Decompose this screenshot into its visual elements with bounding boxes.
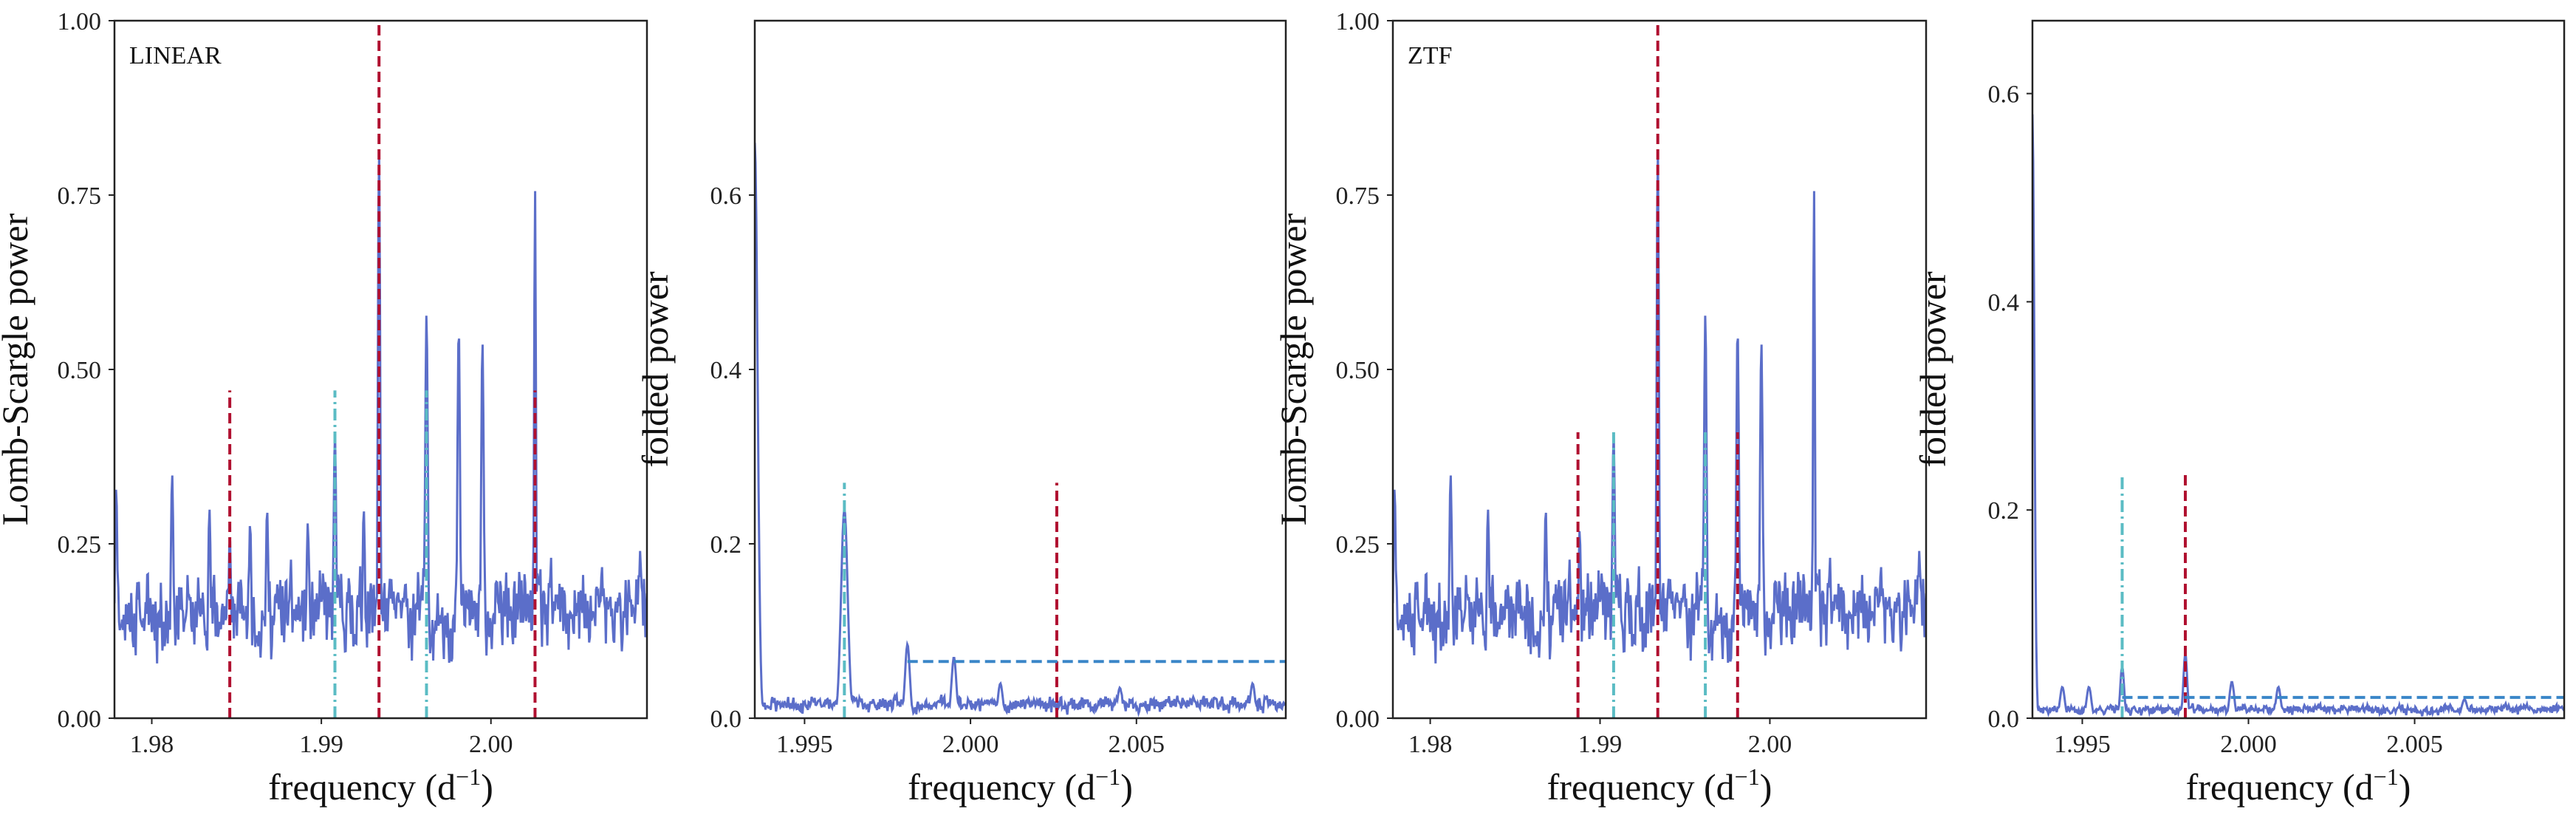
x-tick-label: 2.000 <box>942 731 999 758</box>
x-tick-label: 1.99 <box>299 731 343 758</box>
x-tick-label: 2.005 <box>1109 731 1165 758</box>
x-tick-label: 1.98 <box>130 731 174 758</box>
panel-ztf-folded: 1.995 2.000 2.005 0.0 0.2 0.4 0.6 frequency (d−… <box>1912 19 2566 808</box>
y-tick-label: 0.25 <box>58 531 102 559</box>
panel-survey-label: LINEAR <box>129 42 222 69</box>
power-spectrum-line <box>2032 114 2564 718</box>
x-tick-label: 2.00 <box>1748 731 1792 758</box>
x-axis-label: frequency (d−1) <box>268 763 493 808</box>
y-axis-label: folded power <box>634 271 676 468</box>
x-tick-label: 1.98 <box>1408 731 1453 758</box>
plot-area <box>755 143 1286 718</box>
panel-linear-folded: 1.995 2.000 2.005 0.0 0.2 0.4 0.6 frequency (d−… <box>634 19 1287 808</box>
y-tick-label: 0.4 <box>1988 289 2020 316</box>
x-tick-label: 1.99 <box>1578 731 1623 758</box>
y-tick-label: 0.6 <box>710 183 742 210</box>
y-axis-label: Lomb-Scargle power <box>0 213 35 525</box>
x-tick-label: 1.995 <box>776 731 833 758</box>
y-tick-label: 0.4 <box>710 357 742 384</box>
plot-area <box>114 21 647 718</box>
y-tick-label: 0.50 <box>58 357 102 384</box>
x-axis-label: frequency (d−1) <box>2186 763 2411 808</box>
power-spectrum-line <box>755 143 1286 717</box>
power-spectrum-line <box>1393 152 1926 664</box>
y-tick-label: 0.2 <box>1988 497 2020 525</box>
y-tick-label: 0.6 <box>1988 81 2020 109</box>
panel-survey-label: ZTF <box>1408 42 1452 69</box>
y-tick-label: 0.50 <box>1336 357 1380 384</box>
power-spectrum-line <box>114 152 647 664</box>
y-tick-label: 0.2 <box>710 531 742 559</box>
plot-area <box>1393 21 1926 718</box>
y-tick-label: 1.00 <box>58 8 102 35</box>
x-tick-label: 1.995 <box>2054 731 2111 758</box>
y-tick-label: 0.25 <box>1336 531 1380 559</box>
y-tick-label: 1.00 <box>1336 8 1380 35</box>
x-axis-label: frequency (d−1) <box>908 763 1133 808</box>
y-tick-label: 0.75 <box>58 183 102 210</box>
x-tick-label: 2.005 <box>2386 731 2443 758</box>
y-tick-label: 0.0 <box>1988 706 2020 733</box>
axes-frame <box>2031 19 2566 720</box>
y-tick-label: 0.00 <box>58 706 102 733</box>
y-tick-label: 0.75 <box>1336 183 1380 210</box>
axes-frame <box>753 19 1287 720</box>
panel-ztf-periodogram: 1.98 1.99 2.00 0.00 0.25 0.50 0.75 1.00 frequenc… <box>1272 8 1928 808</box>
y-axis-label: folded power <box>1912 271 1953 468</box>
x-tick-label: 2.00 <box>469 731 513 758</box>
x-tick-label: 2.000 <box>2220 731 2277 758</box>
plot-area <box>2032 114 2564 718</box>
y-axis-label: Lomb-Scargle power <box>1272 213 1314 525</box>
panel-linear-periodogram: 1.98 1.99 2.00 0.00 0.25 0.50 0.75 1.00 frequenc… <box>0 8 648 808</box>
y-tick-label: 0.0 <box>710 706 742 733</box>
y-tick-label: 0.00 <box>1336 706 1380 733</box>
x-axis-label: frequency (d−1) <box>1547 763 1772 808</box>
